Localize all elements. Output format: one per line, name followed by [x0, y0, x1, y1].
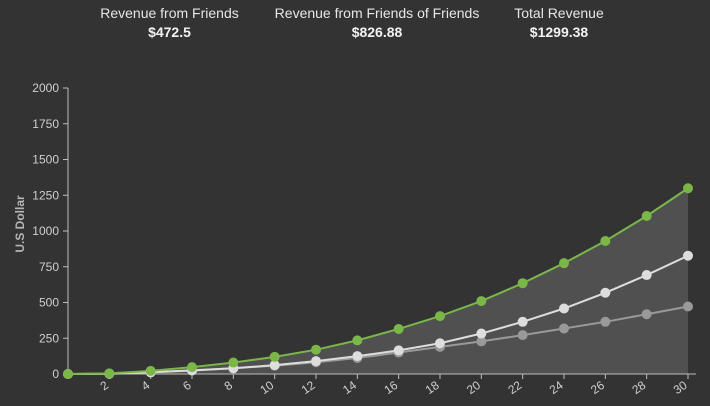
x-tick-label: 28	[629, 378, 648, 397]
x-tick-label: 10	[257, 378, 276, 397]
x-tick-label: 30	[671, 378, 690, 397]
x-tick-label: 4	[139, 378, 153, 393]
data-point	[187, 362, 197, 373]
data-point	[517, 316, 528, 327]
data-point	[352, 335, 363, 346]
y-tick-label: 500	[39, 296, 59, 310]
data-point	[641, 210, 652, 221]
stat-total-revenue: Total Revenue $1299.38	[509, 5, 609, 42]
data-point	[600, 287, 611, 298]
y-tick-label: 1000	[32, 224, 59, 238]
x-tick-label: 12	[299, 378, 318, 397]
data-point	[435, 311, 445, 322]
data-point	[269, 351, 280, 362]
data-point	[683, 301, 693, 312]
revenue-area	[68, 188, 688, 374]
stat-label: Revenue from Friends of Friends	[274, 5, 480, 21]
x-tick-label: 22	[505, 378, 524, 397]
series-points	[63, 183, 693, 379]
data-point	[517, 330, 528, 341]
data-point	[63, 369, 73, 379]
x-tick-label: 8	[222, 378, 236, 393]
x-tick-label: 6	[180, 378, 194, 393]
data-point	[600, 236, 611, 247]
stat-revenue-friends: Revenue from Friends $472.5	[97, 5, 242, 42]
data-point	[683, 183, 693, 194]
y-axis-title: U.S Dollar	[13, 195, 27, 253]
stat-value: $472.5	[148, 24, 191, 40]
y-tick-label: 750	[39, 260, 59, 274]
data-point	[228, 357, 239, 368]
series-line-0	[67, 187, 689, 375]
data-point	[311, 356, 321, 367]
data-point	[641, 309, 652, 320]
stat-label: Total Revenue	[514, 5, 604, 21]
data-point	[352, 351, 363, 362]
data-point	[476, 296, 487, 307]
data-point	[311, 344, 321, 355]
x-tick-label: 26	[588, 378, 607, 397]
stat-revenue-friends-of-friends: Revenue from Friends of Friends $826.88	[266, 5, 488, 42]
data-point	[104, 368, 115, 379]
x-tick-label: 24	[547, 378, 566, 397]
series-line-1	[67, 254, 689, 375]
y-tick-label: 1500	[32, 153, 59, 167]
data-point	[559, 303, 569, 314]
stat-value: $1299.38	[529, 24, 589, 40]
data-point	[393, 323, 404, 334]
y-tick-label: 1250	[32, 188, 59, 202]
x-tick-label: 2	[98, 378, 112, 393]
data-point	[269, 360, 280, 371]
data-point	[517, 278, 528, 289]
data-point	[145, 365, 156, 376]
x-tick-label: 20	[464, 378, 483, 397]
area-layer	[68, 188, 688, 374]
y-tick-label: 250	[39, 331, 59, 345]
series-lines	[67, 187, 689, 375]
x-tick-label: 18	[423, 378, 442, 397]
x-tick-label: 14	[340, 378, 359, 397]
data-point	[683, 250, 693, 261]
stat-value: $826.88	[351, 24, 403, 40]
data-point	[476, 328, 487, 339]
data-point	[435, 338, 445, 349]
data-point	[641, 270, 652, 281]
data-point	[393, 345, 404, 356]
data-point	[559, 323, 569, 334]
data-point	[476, 336, 487, 347]
data-point	[559, 258, 569, 269]
revenue-summary: Revenue from Friends $472.5 Revenue from…	[0, 0, 710, 50]
y-tick-label: 1750	[32, 117, 59, 131]
data-point	[600, 316, 611, 327]
y-tick-label: 2000	[32, 81, 59, 95]
y-tick-label: 0	[52, 367, 59, 381]
stat-label: Revenue from Friends	[100, 5, 239, 21]
x-tick-label: 16	[381, 378, 400, 397]
